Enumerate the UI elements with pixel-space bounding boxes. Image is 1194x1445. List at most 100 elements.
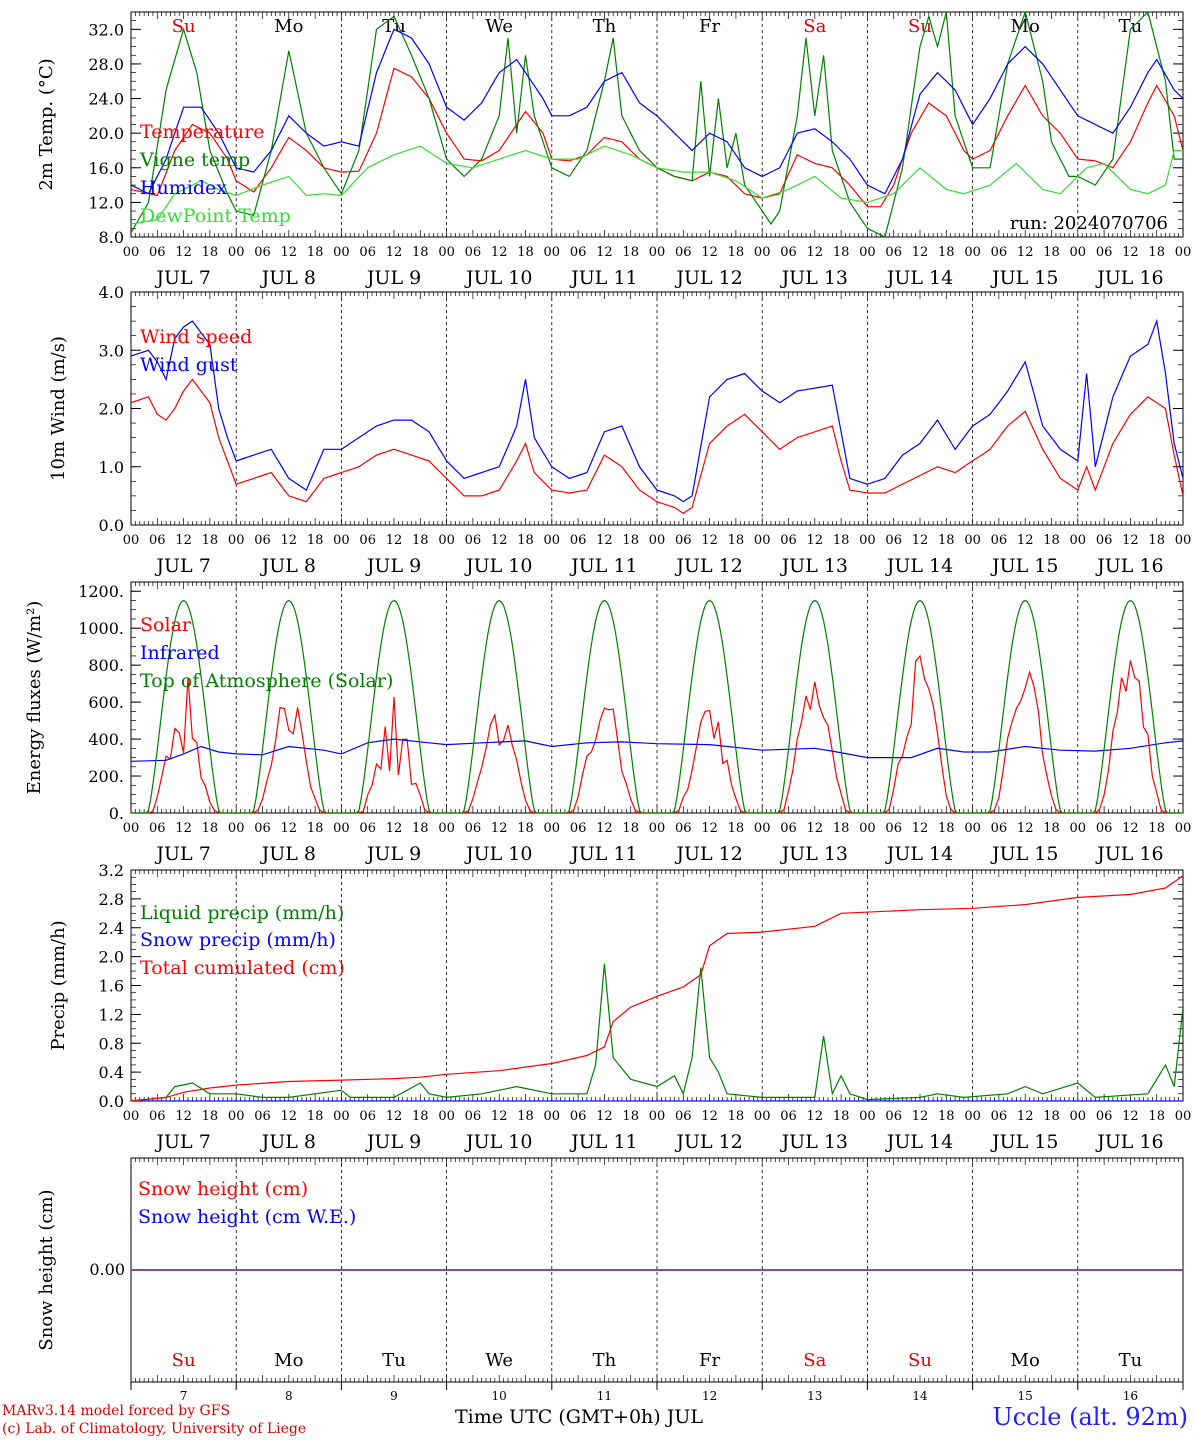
hour-label: 12 [175,533,192,548]
day-label: JUL 11 [569,267,637,289]
hour-label: 18 [517,245,534,260]
day-label: JUL 9 [365,843,421,865]
y-tick-label: 0.00 [89,1260,125,1279]
hour-label: 00 [438,821,455,836]
panel-3: 0. 200. 400. 600. 800. 1000. 1200. Energy fluxe… [24,581,1191,865]
day-label: JUL 7 [154,267,210,289]
day-label: JUL 14 [885,843,953,865]
day-number: 7 [180,1389,188,1403]
legend-entry: Snow height (cm) [138,1178,308,1200]
hour-label: 00 [964,533,981,548]
weekday-label: Fr [699,16,720,37]
legend-entry: Humidex [140,177,227,199]
hour-label: 00 [228,821,245,836]
day-label: JUL 16 [1095,843,1163,865]
hour-label: 00 [859,821,876,836]
hour-label: 12 [1122,1109,1139,1124]
legend-entry: Snow height (cm W.E.) [138,1206,356,1228]
hour-label: 06 [570,533,587,548]
hour-label: 12 [175,1109,192,1124]
hour-label: 18 [1148,245,1165,260]
hour-label: 18 [622,1109,639,1124]
hour-label: 00 [438,533,455,548]
hour-label: 06 [149,533,166,548]
day-label: JUL 15 [990,555,1058,577]
day-label: JUL 16 [1095,555,1163,577]
hour-label: 12 [491,1109,508,1124]
y-tick-label: 20.0 [88,124,124,143]
day-label: JUL 8 [260,1131,316,1153]
hour-label: 12 [491,533,508,548]
hour-label: 00 [859,533,876,548]
hour-label: 00 [123,1109,140,1124]
legend-entry: Infrared [140,642,220,664]
hour-label: 00 [1070,533,1087,548]
day-label: JUL 8 [260,555,316,577]
y-tick-label: 8.0 [99,228,124,247]
y-tick-label: 0.0 [99,1092,124,1111]
hour-label: 12 [281,245,298,260]
hour-label: 06 [991,1109,1008,1124]
hour-label: 18 [938,245,955,260]
hour-label: 06 [254,821,271,836]
model-credit: MARv3.14 model forced by GFS [2,1403,231,1419]
y-tick-label: 600. [88,693,124,712]
day-label: JUL 8 [260,267,316,289]
hour-label: 12 [596,821,613,836]
hour-label: 18 [938,533,955,548]
hour-label: 18 [202,533,219,548]
hour-label: 12 [386,245,403,260]
hour-label: 12 [175,821,192,836]
weekday-label: Th [593,1350,617,1371]
hour-label: 18 [1043,533,1060,548]
legend-entry: Solar [140,614,192,636]
hour-label: 18 [412,821,429,836]
hour-label: 18 [202,245,219,260]
hour-label: 18 [1148,821,1165,836]
day-label: JUL 10 [464,267,532,289]
day-label: JUL 10 [464,1131,532,1153]
series-temperature [131,67,1183,208]
legend-entry: Vigne temp [139,149,250,171]
hour-label: 18 [833,533,850,548]
hour-label: 06 [149,821,166,836]
hour-label: 00 [1175,245,1192,260]
hour-label: 18 [307,1109,324,1124]
hour-label: 06 [675,1109,692,1124]
y-axis-label: Snow height (cm) [36,1189,57,1350]
weekday-label: We [485,1350,513,1371]
day-label: JUL 16 [1095,267,1163,289]
hour-label: 12 [912,821,929,836]
hour-label: 06 [359,1109,376,1124]
y-tick-label: 16.0 [88,159,124,178]
hour-label: 18 [1043,821,1060,836]
hour-label: 12 [701,1109,718,1124]
y-axis-label: Energy fluxes (W/m²) [24,601,45,795]
day-label: JUL 13 [780,1131,848,1153]
hour-label: 00 [544,245,561,260]
hour-label: 00 [754,245,771,260]
day-label: JUL 12 [674,555,742,577]
hour-label: 00 [123,533,140,548]
hour-label: 18 [833,821,850,836]
hour-label: 00 [1175,1109,1192,1124]
hour-label: 18 [1043,245,1060,260]
hour-label: 06 [885,245,902,260]
hour-label: 06 [991,533,1008,548]
panel-frame [130,11,1184,238]
hour-label: 12 [1122,533,1139,548]
hour-label: 06 [991,821,1008,836]
y-tick-label: 3.0 [99,341,124,360]
hour-label: 12 [596,245,613,260]
hour-label: 06 [885,533,902,548]
y-tick-label: 0.8 [99,1034,124,1053]
hour-label: 12 [596,1109,613,1124]
hour-label: 00 [649,1109,666,1124]
legend-entry: Temperature [140,121,264,143]
day-label: JUL 9 [365,267,421,289]
series-dewpoint-temp [131,145,1183,225]
y-tick-label: 4.0 [99,283,124,302]
day-label: JUL 12 [674,267,742,289]
hour-label: 12 [491,245,508,260]
